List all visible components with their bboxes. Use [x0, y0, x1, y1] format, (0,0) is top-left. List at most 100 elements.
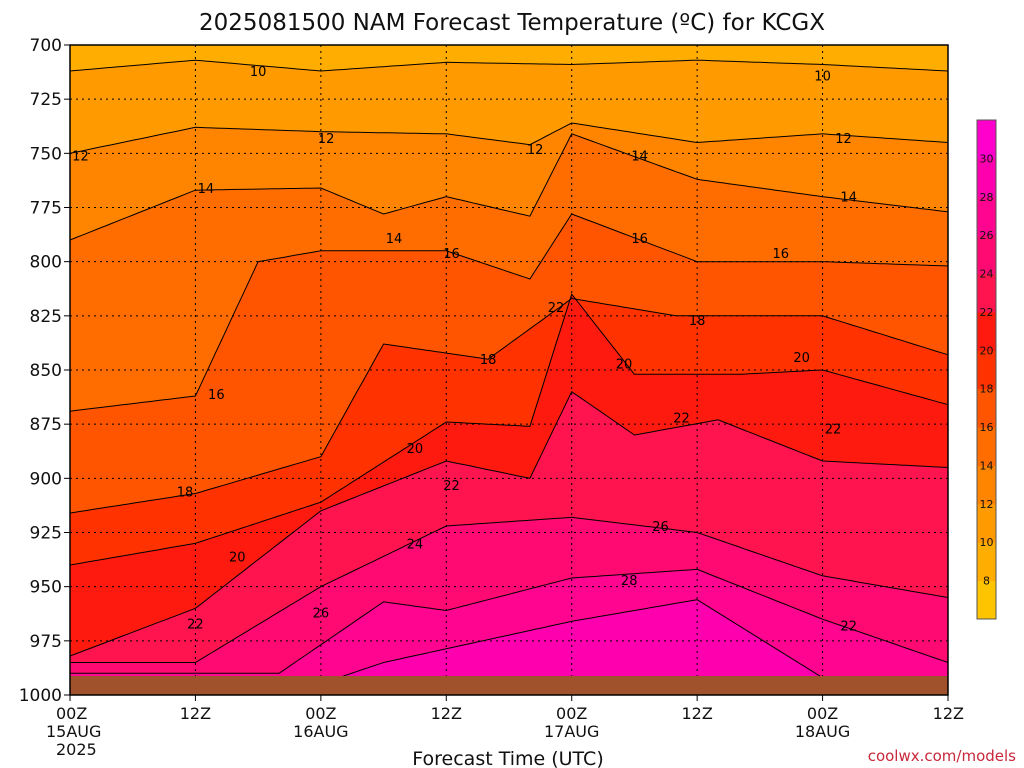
contour-label: 10	[250, 65, 267, 80]
y-tick-label: 1000	[19, 686, 62, 706]
chart-title: 2025081500 NAM Forecast Temperature (ºC)…	[199, 10, 825, 36]
colorbar-swatch	[977, 235, 996, 275]
contour-label: 26	[652, 520, 669, 535]
contour-line-16	[70, 213, 948, 412]
x-date-label: 17AUG	[544, 722, 599, 741]
y-tick-label: 875	[30, 415, 62, 435]
colorbar-label: 16	[980, 421, 994, 434]
y-tick-label: 725	[30, 90, 62, 110]
colorbar-swatch	[977, 388, 996, 428]
colorbar-label: 26	[980, 229, 994, 242]
colorbar-swatch	[977, 542, 996, 582]
colorbar-label: 14	[980, 459, 994, 472]
contour-label: 16	[443, 247, 460, 262]
contour-label: 22	[840, 620, 857, 635]
x-tick-label: 00Z	[807, 704, 838, 723]
contour-label: 12	[318, 132, 335, 147]
colorbar-label: 10	[980, 536, 994, 549]
colorbar: 8 10 12 14 16 18 20 22 24 26 28 30	[976, 119, 997, 620]
x-tick-label: 00Z	[556, 704, 587, 723]
colorbar-label: 22	[980, 306, 994, 319]
contour-line-22	[70, 390, 948, 657]
colorbar-swatch	[977, 120, 996, 159]
colorbar-label: 28	[980, 191, 994, 204]
y-tick-label: 825	[30, 307, 62, 327]
y-tick-label: 800	[30, 253, 62, 273]
x-tick-label: 00Z	[56, 704, 87, 723]
x-date-label: 16AUG	[293, 722, 348, 741]
contour-label: 12	[72, 150, 89, 165]
contour-label: 20	[407, 442, 424, 457]
x-tick-label: 00Z	[305, 704, 336, 723]
x-axis-label: Forecast Time (UTC)	[412, 748, 603, 768]
colorbar-swatch	[977, 273, 996, 313]
x-tick-label: 12Z	[431, 704, 462, 723]
contour-label: 14	[631, 150, 648, 165]
contour-label: 20	[229, 550, 246, 565]
contour-label: 22	[673, 412, 690, 427]
contour-label: 22	[548, 301, 565, 316]
contour-label: 14	[198, 182, 215, 197]
ground-surface	[70, 676, 948, 695]
contour-label: 10	[814, 69, 831, 84]
colorbar-swatch	[977, 427, 996, 466]
x-date-label: 18AUG	[795, 722, 850, 741]
colorbar-label: 20	[980, 344, 994, 357]
colorbar-label: 8	[983, 575, 990, 588]
plot-area: 10 10 12 12 12 12 14 14 14 14 16 16 16 16 18 18 18 20 20 20…	[70, 45, 948, 695]
y-tick-label: 925	[30, 524, 62, 544]
x-tick-label: 12Z	[933, 704, 964, 723]
contour-label: 12	[835, 132, 852, 147]
colorbar-swatch	[977, 580, 996, 620]
colorbar-label: 12	[980, 498, 994, 511]
contour-label: 18	[480, 353, 497, 368]
contour-label: 12	[527, 143, 544, 158]
contour-label: 20	[793, 351, 810, 366]
contour-label: 26	[313, 607, 330, 622]
contour-label: 16	[208, 388, 225, 403]
contour-label: 22	[443, 479, 460, 494]
contour-label: 16	[631, 232, 648, 247]
y-tick-label: 950	[30, 578, 62, 598]
colorbar-label: 30	[980, 152, 994, 165]
fill-band-28	[70, 599, 948, 695]
y-tick-label: 900	[30, 469, 62, 489]
credit-text: coolwx.com/models	[868, 747, 1016, 765]
y-tick-label: 775	[30, 199, 62, 219]
contour-label: 22	[187, 618, 204, 633]
contour-label: 18	[689, 314, 706, 329]
grid-lines	[70, 45, 948, 695]
contour-line-18	[70, 297, 948, 514]
colorbar-swatch	[977, 465, 996, 505]
contour-labels: 10 10 12 12 12 12 14 14 14 14 16 16 16 16 18 18 18 20 20 20…	[72, 65, 857, 635]
contour-label: 14	[386, 232, 403, 247]
y-tick-label: 700	[30, 36, 62, 56]
contour-label: 20	[616, 358, 633, 373]
contour-label: 24	[407, 537, 424, 552]
colorbar-swatch	[977, 311, 996, 351]
colorbar-frame	[976, 119, 997, 620]
x-date-label: 15AUG	[46, 722, 101, 741]
y-tick-label: 750	[30, 144, 62, 164]
contour-line-14	[70, 133, 948, 241]
x-year-label: 2025	[56, 740, 97, 759]
y-tick-label: 850	[30, 361, 62, 381]
contour-line-24	[70, 516, 948, 663]
y-axis: 700 725 750 775 800 825 850 875 900 925 950 975 1000	[19, 36, 70, 706]
contour-label: 16	[772, 247, 789, 262]
contour-line-20	[70, 293, 948, 566]
temperature-fills	[70, 60, 948, 695]
x-tick-label: 12Z	[180, 704, 211, 723]
y-tick-label: 975	[30, 632, 62, 652]
contour-label: 22	[825, 423, 842, 438]
contour-label: 18	[177, 485, 194, 500]
colorbar-label: 24	[980, 268, 994, 281]
contour-line-10	[70, 59, 948, 72]
colorbar-swatch	[977, 350, 996, 390]
colorbar-label: 18	[980, 383, 994, 396]
contour-label: 28	[621, 574, 638, 589]
colorbar-swatch	[977, 158, 996, 198]
colorbar-swatch	[977, 503, 996, 543]
